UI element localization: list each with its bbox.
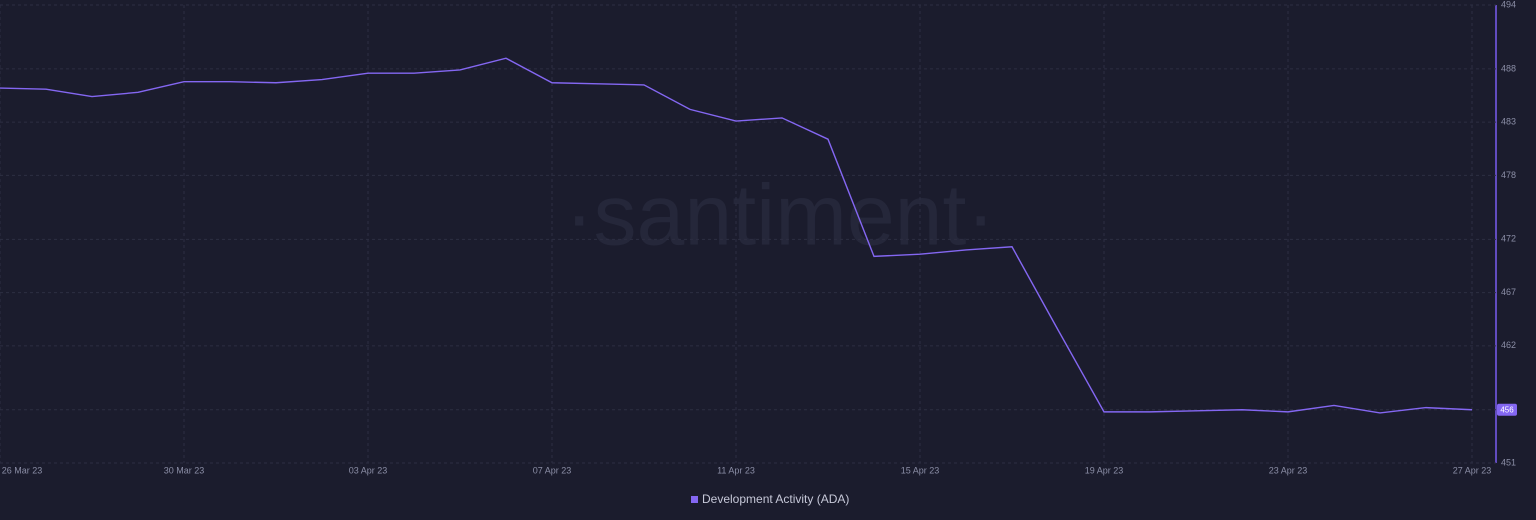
legend-swatch xyxy=(691,496,698,503)
y-tick-label: 451 xyxy=(1501,457,1516,467)
x-tick-label: 07 Apr 23 xyxy=(533,465,572,475)
last-value-label: 456 xyxy=(1500,405,1514,414)
y-tick-label: 472 xyxy=(1501,234,1516,244)
y-tick-label: 462 xyxy=(1501,340,1516,350)
x-tick-label: 26 Mar 23 xyxy=(2,465,43,475)
y-tick-label: 467 xyxy=(1501,287,1516,297)
x-tick-label: 23 Apr 23 xyxy=(1269,465,1308,475)
y-tick-label: 478 xyxy=(1501,170,1516,180)
line-series xyxy=(0,57,1473,414)
x-tick-label: 27 Apr 23 xyxy=(1453,465,1492,475)
y-tick-label: 494 xyxy=(1501,0,1516,9)
x-tick-label: 30 Mar 23 xyxy=(164,465,205,475)
watermark: ·santiment· xyxy=(565,168,995,264)
last-value-badge xyxy=(1497,403,1517,416)
y-tick-label: 488 xyxy=(1501,63,1516,73)
legend-label: Development Activity (ADA) xyxy=(702,492,849,506)
x-tick-label: 15 Apr 23 xyxy=(901,465,940,475)
x-tick-label: 03 Apr 23 xyxy=(349,465,388,475)
x-tick-label: 19 Apr 23 xyxy=(1085,465,1124,475)
x-tick-label: 11 Apr 23 xyxy=(717,465,755,475)
y-tick-label: 483 xyxy=(1501,117,1516,127)
